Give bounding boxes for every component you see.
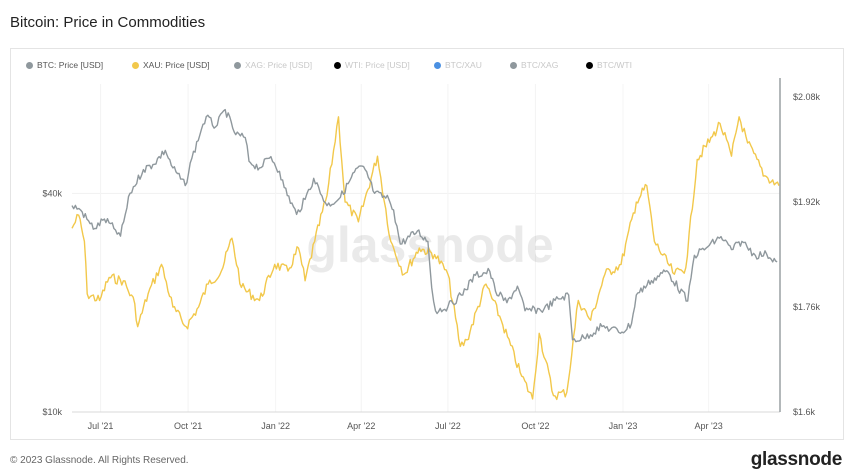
brand-logo: glassnode [750, 449, 843, 470]
legend-label: BTC/XAU [445, 60, 482, 70]
y-left-tick-label: $10k [42, 407, 62, 417]
x-tick-label: Apr '22 [347, 421, 375, 431]
y-left-tick-label: $40k [42, 188, 62, 198]
chart-title: Bitcoin: Price in Commodities [10, 14, 206, 31]
y-right-tick-label: $2.08k [793, 92, 821, 102]
x-tick-label: Oct '22 [521, 421, 549, 431]
legend-label: BTC/WTI [597, 60, 632, 70]
x-tick-label: Apr '23 [695, 421, 723, 431]
x-tick-label: Jan '23 [609, 421, 638, 431]
x-tick-label: Oct '21 [174, 421, 202, 431]
legend-dot-icon [26, 61, 33, 69]
legend-dot-icon [586, 61, 593, 69]
x-tick-label: Jul '21 [88, 421, 114, 431]
legend-label: XAU: Price [USD] [143, 60, 210, 70]
xau-price-line [71, 116, 780, 401]
legend-label: WTI: Price [USD] [345, 60, 410, 70]
legend-dot-icon [334, 61, 341, 69]
btc-price-line [71, 108, 778, 343]
x-tick-label: Jan '22 [261, 421, 290, 431]
x-tick-label: Jul '22 [435, 421, 461, 431]
legend-item[interactable]: XAU: Price [USD] [132, 60, 210, 70]
legend-label: BTC: Price [USD] [37, 60, 104, 70]
y-right-tick-label: $1.92k [793, 197, 821, 207]
chart-panel [10, 48, 844, 440]
legend-label: XAG: Price [USD] [245, 60, 313, 70]
legend-item[interactable]: WTI: Price [USD] [334, 60, 410, 70]
legend-item[interactable]: BTC/WTI [586, 60, 632, 70]
legend-dot-icon [132, 61, 139, 69]
legend-item[interactable]: BTC: Price [USD] [26, 60, 103, 70]
legend-dot-icon [510, 61, 517, 69]
legend-item[interactable]: BTC/XAU [434, 60, 482, 70]
y-right-tick-label: $1.76k [793, 302, 821, 312]
legend-item[interactable]: BTC/XAG [510, 60, 558, 70]
copyright-footer: © 2023 Glassnode. All Rights Reserved. [10, 455, 189, 466]
y-right-tick-label: $1.6k [793, 407, 816, 417]
legend-dot-icon [434, 61, 441, 69]
legend-item[interactable]: XAG: Price [USD] [234, 60, 312, 70]
legend-dot-icon [234, 61, 241, 69]
legend-label: BTC/XAG [521, 60, 559, 70]
